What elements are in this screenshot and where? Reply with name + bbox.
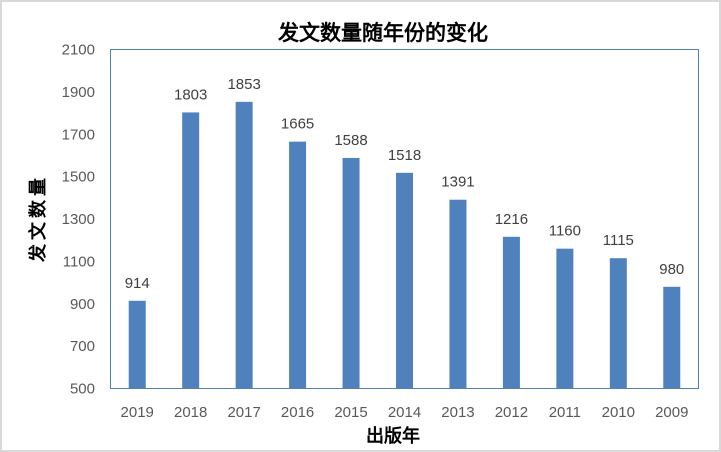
x-tick-label: 2011 xyxy=(549,404,581,421)
y-tick-label: 500 xyxy=(70,381,95,398)
bar-2016 xyxy=(289,141,307,389)
bar-2015 xyxy=(342,157,360,389)
x-axis-label: 出版年 xyxy=(366,425,420,447)
data-label: 1160 xyxy=(549,223,581,240)
y-tick-label: 1700 xyxy=(62,126,95,143)
data-label: 1588 xyxy=(334,132,367,149)
y-tick-label: 1100 xyxy=(63,253,95,270)
y-axis-label: 发文数量 xyxy=(27,174,49,263)
x-tick-label: 2019 xyxy=(121,404,154,421)
bar-2012 xyxy=(502,236,520,389)
y-tick-label: 700 xyxy=(70,338,95,355)
y-tick-label: 900 xyxy=(70,296,95,313)
data-label: 1665 xyxy=(281,116,314,133)
bar-2010 xyxy=(609,258,627,389)
data-label: 914 xyxy=(125,275,150,292)
chart-title: 发文数量随年份的变化 xyxy=(277,20,488,45)
y-tick-label: 1500 xyxy=(62,169,95,186)
x-tick-label: 2010 xyxy=(602,404,635,421)
y-tick-label: 2100 xyxy=(62,42,95,59)
data-label: 980 xyxy=(659,261,684,278)
x-tick-label: 2012 xyxy=(495,404,528,421)
data-label: 1803 xyxy=(174,86,207,103)
y-tick-label: 1300 xyxy=(62,211,95,228)
x-tick-label: 2016 xyxy=(281,404,314,421)
data-label: 1216 xyxy=(495,211,528,228)
data-label: 1391 xyxy=(441,174,474,191)
data-label: 1115 xyxy=(603,232,634,249)
bar-2009 xyxy=(663,286,681,389)
x-tick-label: 2018 xyxy=(174,404,207,421)
data-label: 1518 xyxy=(388,147,421,164)
bar-2017 xyxy=(235,101,253,389)
x-tick-label: 2014 xyxy=(388,404,421,421)
x-tick-label: 2015 xyxy=(334,404,367,421)
data-label: 1853 xyxy=(227,76,260,93)
bar-2018 xyxy=(182,112,200,389)
x-tick-label: 2013 xyxy=(441,404,474,421)
bar-2011 xyxy=(556,248,574,389)
y-tick-label: 1900 xyxy=(62,84,95,101)
bar-2013 xyxy=(449,199,467,389)
bar-2014 xyxy=(396,172,413,389)
x-tick-label: 2009 xyxy=(655,404,688,421)
bar-2019 xyxy=(128,300,146,389)
x-tick-label: 2017 xyxy=(227,404,260,421)
